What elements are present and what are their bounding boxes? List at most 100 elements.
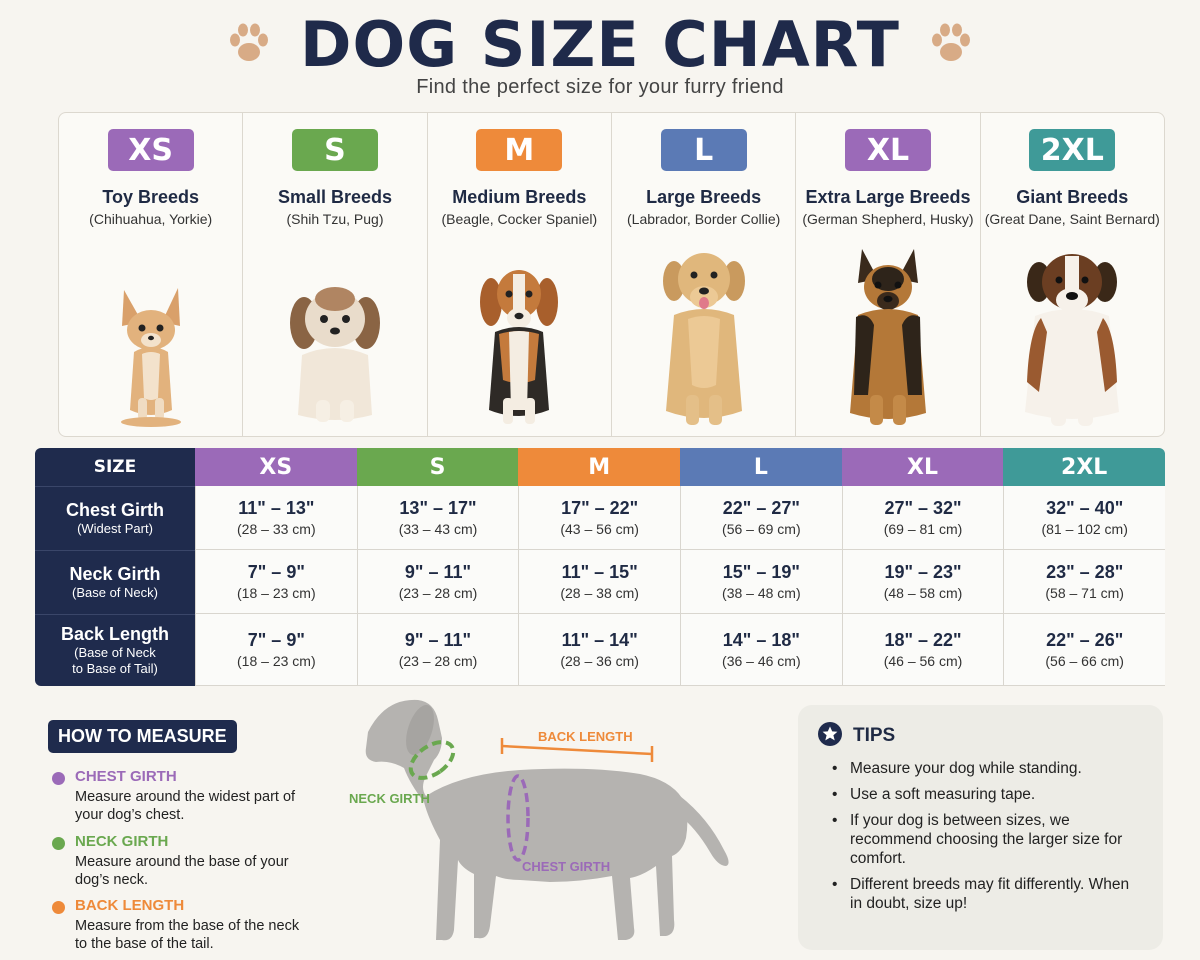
tips-panel: TIPS Measure your dog while standing. Us… (798, 705, 1163, 950)
breed-card-s: S Small Breeds (Shih Tzu, Pug) (243, 113, 428, 436)
breed-examples: (Chihuahua, Yorkie) (89, 211, 213, 227)
breed-examples: (Beagle, Cocker Spaniel) (441, 211, 598, 227)
back-dot-icon (52, 901, 65, 914)
title-row: DOG SIZE CHART (0, 7, 1200, 81)
beagle-dog-icon (480, 270, 559, 424)
table-row: Back Length (Base of Neck to Base of Tai… (35, 614, 1166, 686)
tip-item: Measure your dog while standing. (832, 759, 1142, 778)
table-cell: 7" – 9" (18 – 23 cm) (194, 614, 357, 686)
cell-cm: (18 – 23 cm) (237, 653, 316, 669)
paw-icon (931, 23, 970, 61)
table-header-xl: XL (841, 448, 1004, 486)
cell-cm: (36 – 46 cm) (722, 653, 801, 669)
table-header-m: M (518, 448, 680, 486)
table-cell: 11" – 14" (28 – 36 cm) (518, 614, 680, 686)
how-to-measure: HOW TO MEASURE CHEST GIRTH Measure aroun… (48, 720, 308, 955)
cell-inches: 9" – 11" (404, 630, 472, 650)
table-cell: 22" – 27" (56 – 69 cm) (680, 486, 842, 550)
breed-card-2xl: 2XL Giant Breeds (Great Dane, Saint Bern… (981, 113, 1164, 436)
table-cell: 15" – 19" (38 – 48 cm) (680, 550, 842, 614)
cell-inches: 18" – 22" (884, 630, 962, 650)
row-label-back-length: Back Length (Base of Neck to Base of Tai… (35, 614, 195, 686)
row-label-note: (Widest Part) (77, 521, 153, 536)
breed-card-l: L Large Breeds (Labrador, Border Collie) (612, 113, 797, 436)
row-label-title: Neck Girth (69, 564, 161, 584)
size-pill: XL (844, 129, 931, 171)
table-cell: 11" – 13" (28 – 33 cm) (194, 486, 357, 550)
breed-group-name: Small Breeds (277, 187, 393, 207)
measure-item-title: NECK GIRTH (75, 833, 169, 850)
cell-cm: (48 – 58 cm) (883, 585, 963, 601)
breed-group-name: Extra Large Breeds (805, 187, 971, 207)
cell-cm: (23 – 28 cm) (398, 585, 478, 601)
table-cell: 9" – 11" (23 – 28 cm) (356, 550, 519, 614)
cell-cm: (56 – 66 cm) (1045, 653, 1124, 669)
cell-inches: 14" – 18" (722, 630, 800, 650)
breed-card-xl: XL Extra Large Breeds (German Shepherd, … (796, 113, 981, 436)
cell-inches: 22" – 26" (1046, 630, 1124, 650)
row-label-note-line2: to Base of Tail) (72, 661, 158, 676)
back-length-label: BACK LENGTH (538, 729, 633, 744)
measure-item-title: CHEST GIRTH (75, 768, 177, 785)
table-header-xs: XS (194, 448, 357, 486)
paw-icon (230, 23, 269, 61)
cell-cm: (38 – 48 cm) (722, 585, 801, 601)
breed-card-m: M Medium Breeds (Beagle, Cocker Spaniel) (428, 113, 612, 436)
neck-girth-label: NECK GIRTH (349, 791, 430, 806)
measure-item-desc: Measure around the widest part of your d… (75, 789, 296, 823)
breed-examples: (German Shepherd, Husky) (802, 211, 974, 227)
breed-group-name: Large Breeds (646, 187, 762, 207)
table-header-2xl: 2XL (1003, 448, 1166, 486)
cell-inches: 7" – 9" (247, 630, 305, 650)
cell-cm: (33 – 43 cm) (398, 521, 478, 537)
cell-inches: 22" – 27" (722, 498, 800, 518)
cell-cm: (46 – 56 cm) (883, 653, 963, 669)
measure-item-desc: Measure from the base of the neck to the… (75, 918, 300, 952)
cell-cm: (28 – 36 cm) (560, 653, 639, 669)
breed-examples: (Shih Tzu, Pug) (286, 211, 384, 227)
cell-cm: (69 – 81 cm) (883, 521, 963, 537)
cell-cm: (56 – 69 cm) (722, 521, 801, 537)
size-pill: 2XL (1029, 129, 1116, 171)
cell-inches: 27" – 32" (884, 498, 962, 518)
cell-cm: (43 – 56 cm) (560, 521, 639, 537)
tip-item: Use a soft measuring tape. (832, 785, 1142, 804)
cell-cm: (18 – 23 cm) (237, 585, 316, 601)
page-title: DOG SIZE CHART (300, 7, 900, 81)
cell-inches: 11" – 15" (561, 562, 638, 582)
cell-inches: 13" – 17" (399, 498, 477, 518)
measure-item-desc: Measure around the base of your dog’s ne… (75, 854, 289, 888)
table-cell: 7" – 9" (18 – 23 cm) (194, 550, 357, 614)
cell-inches: 23" – 28" (1046, 562, 1124, 582)
star-icon (818, 722, 842, 746)
table-row: Chest Girth (Widest Part) 11" – 13" (28 –… (35, 486, 1166, 550)
table-cell: 27" – 32" (69 – 81 cm) (841, 486, 1004, 550)
cell-cm: (58 – 71 cm) (1045, 585, 1124, 601)
row-label-neck-girth: Neck Girth (Base of Neck) (35, 550, 195, 614)
cell-inches: 17" – 22" (561, 498, 639, 518)
page-subtitle: Find the perfect size for your furry fri… (416, 76, 784, 98)
breed-group-name: Medium Breeds (452, 187, 587, 207)
row-label-chest-girth: Chest Girth (Widest Part) (35, 486, 195, 550)
cell-inches: 7" – 9" (247, 562, 305, 582)
cell-cm: (28 – 33 cm) (237, 521, 316, 537)
row-label-note: (Base of Neck) (72, 585, 158, 600)
table-cell: 14" – 18" (36 – 46 cm) (680, 614, 842, 686)
cell-cm: (28 – 38 cm) (560, 585, 639, 601)
how-to-measure-title: HOW TO MEASURE (48, 720, 237, 753)
table-cell: 9" – 11" (23 – 28 cm) (356, 614, 519, 686)
table-cell: 23" – 28" (58 – 71 cm) (1003, 550, 1166, 614)
breed-examples: (Great Dane, Saint Bernard) (984, 211, 1160, 227)
table-cell: 22" – 26" (56 – 66 cm) (1003, 614, 1166, 686)
table-cell: 13" – 17" (33 – 43 cm) (356, 486, 519, 550)
chest-girth-label: CHEST GIRTH (522, 859, 611, 874)
size-pill: M (476, 129, 563, 171)
cell-inches: 11" – 13" (238, 498, 315, 518)
chest-dot-icon (52, 772, 65, 785)
size-pill: L (660, 129, 747, 171)
cell-inches: 11" – 14" (561, 630, 638, 650)
tips-title: TIPS (853, 725, 896, 746)
tips-list: Measure your dog while standing. Use a s… (832, 759, 1142, 920)
breed-card-xs: XS Toy Breeds (Chihuahua, Yorkie) (59, 113, 244, 436)
breed-cards: XS Toy Breeds (Chihuahua, Yorkie) S Smal… (58, 112, 1165, 437)
